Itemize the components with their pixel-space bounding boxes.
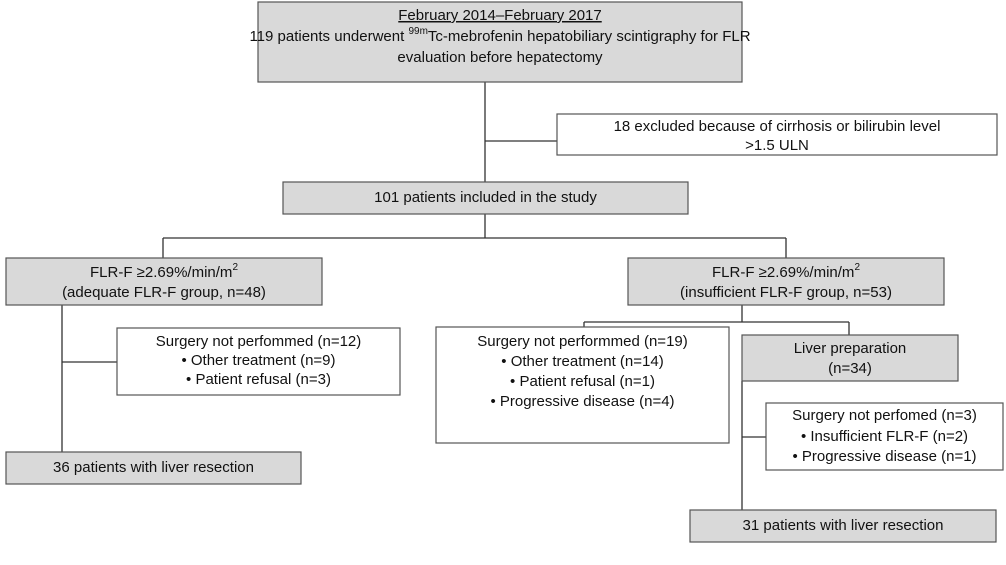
text-span: • Progressive disease (n=4) [490,393,674,410]
node: Liver preparation (n=34) [741,334,959,382]
text-span: Surgery not performmed (n=19) [477,333,688,350]
superscript: 2 [232,262,238,273]
node-box [435,326,730,444]
node-text: (insufficient FLR-F group, n=53) [680,284,892,301]
node-text: • Other treatment (n=9) [181,352,335,369]
node: 18 excluded because of cirrhosis or bili… [556,113,998,156]
node-text: • Progressive disease (n=1) [792,448,976,465]
node-text: evaluation before hepatectomy [397,49,603,66]
node-box [5,451,302,485]
node-text: >1.5 ULN [745,137,809,154]
node-text: • Progressive disease (n=4) [490,393,674,410]
text-span: Surgery not perfomed (n=3) [792,407,977,424]
text-span: • Other treatment (n=14) [501,353,663,370]
node-text: • Patient refusal (n=1) [510,373,655,390]
node-text: (n=34) [828,360,872,377]
node-text: Surgery not perfomed (n=3) [792,407,977,424]
node: Surgery not perfommed (n=12) • Other trea… [116,327,401,396]
text-span: (n=34) [828,360,872,377]
text-span: 31 patients with liver resection [743,517,944,534]
node-text: FLR-F ≥2.69%/min/m2 [712,262,860,281]
node: FLR-F ≥2.69%/min/m2 (adequate FLR-F group… [5,257,323,306]
superscript: 2 [854,262,860,273]
text-span: Tc-mebrofenin hepatobiliary scintigraphy… [428,28,751,45]
node-box [627,257,945,306]
text-span: • Patient refusal (n=3) [186,371,331,388]
node-text: 119 patients underwent 99mTc-mebrofenin … [249,26,750,45]
text-span: 18 excluded because of cirrhosis or bili… [614,118,941,135]
node-text: Surgery not perfommed (n=12) [156,333,362,350]
text-span: FLR-F ≥2.69%/min/m [712,264,854,281]
node: February 2014–February 2017 119 patients … [249,1,751,83]
node-text: 101 patients included in the study [374,189,597,206]
text-span: • Progressive disease (n=1) [792,448,976,465]
node-text: Surgery not performmed (n=19) [477,333,688,350]
text-span: evaluation before hepatectomy [397,49,603,66]
node-box [556,113,998,156]
node-box [257,1,743,83]
node-box [689,509,997,543]
node-text: February 2014–February 2017 [398,7,601,24]
text-span: FLR-F ≥2.69%/min/m [90,264,232,281]
node-box [765,402,1004,471]
node-text: • Other treatment (n=14) [501,353,663,370]
text-span: 101 patients included in the study [374,189,597,206]
node-text: 18 excluded because of cirrhosis or bili… [614,118,941,135]
node-text: FLR-F ≥2.69%/min/m2 [90,262,238,281]
node-text: • Insufficient FLR-F (n=2) [801,428,968,445]
superscript: 99m [408,26,427,37]
text-span: (adequate FLR-F group, n=48) [62,284,266,301]
node-text: (adequate FLR-F group, n=48) [62,284,266,301]
text-span: 119 patients underwent [249,28,408,45]
text-span: Liver preparation [794,340,907,357]
node-box [741,334,959,382]
text-span: • Patient refusal (n=1) [510,373,655,390]
node-text: Liver preparation [794,340,907,357]
node-box [282,181,689,215]
node: 31 patients with liver resection [689,509,997,543]
node-text: 31 patients with liver resection [743,517,944,534]
text-span: >1.5 ULN [745,137,809,154]
node: 36 patients with liver resection [5,451,302,485]
node-text: 36 patients with liver resection [53,459,254,476]
text-span: • Insufficient FLR-F (n=2) [801,428,968,445]
node: Surgery not performmed (n=19) • Other tre… [435,326,730,444]
node-box [5,257,323,306]
node-box [116,327,401,396]
text-span: (insufficient FLR-F group, n=53) [680,284,892,301]
text-span: 36 patients with liver resection [53,459,254,476]
node: Surgery not perfomed (n=3) • Insufficient… [765,402,1004,471]
text-span: February 2014–February 2017 [398,7,601,24]
text-span: • Other treatment (n=9) [181,352,335,369]
node: FLR-F ≥2.69%/min/m2 (insufficient FLR-F g… [627,257,945,306]
text-span: Surgery not perfommed (n=12) [156,333,362,350]
node: 101 patients included in the study [282,181,689,215]
node-text: • Patient refusal (n=3) [186,371,331,388]
connectors [61,82,850,510]
